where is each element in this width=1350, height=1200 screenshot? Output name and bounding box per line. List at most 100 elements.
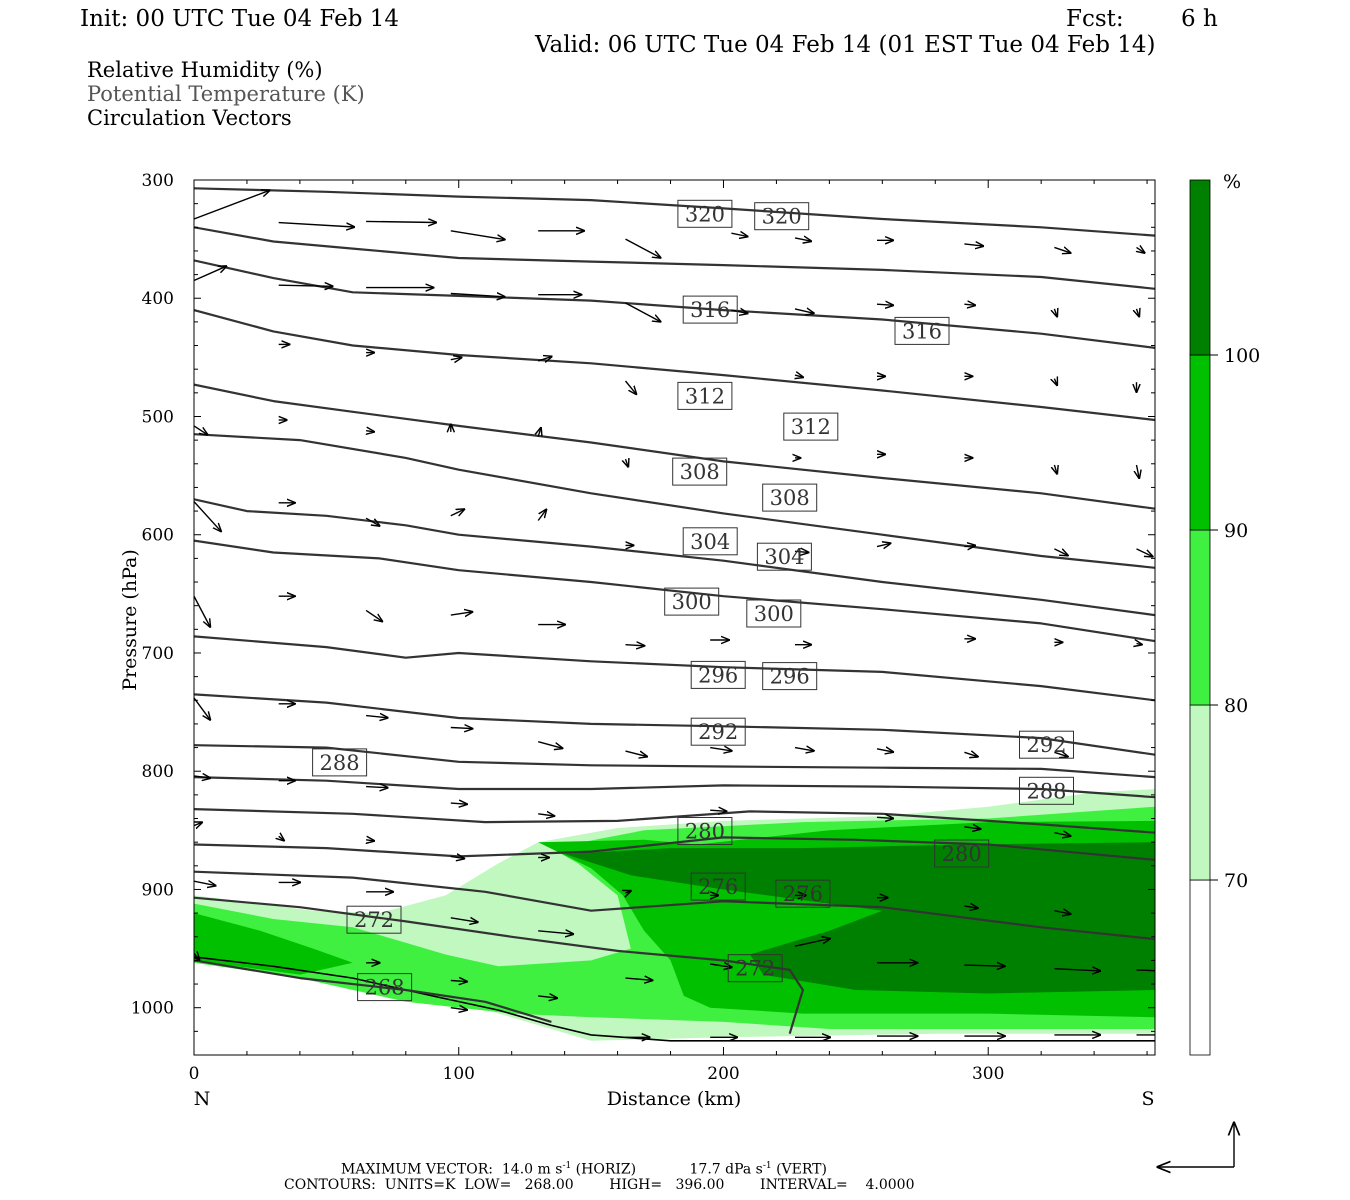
vector-arrow-88 [279,836,284,840]
theta-contour-292 [194,744,1155,779]
vector-arrow-39 [626,459,629,467]
svg-text:268: 268 [365,976,405,1000]
vector-arrow-54 [1054,549,1068,556]
max-vector-vert-exp: -1 [762,1161,772,1171]
rh-region-90-2 [194,913,353,975]
contour-label-316-2: 316 [682,295,738,324]
svg-text:320: 320 [685,202,725,226]
colorbar-segment-2 [1189,529,1211,706]
svg-text:280: 280 [685,820,725,844]
contour-label-292-15: 292 [1019,730,1074,759]
vector-arrow-36 [366,431,374,432]
vector-arrow-72 [625,750,648,757]
vector-arrow-113 [1136,969,1155,972]
x-tick-label: 0 [189,1064,200,1084]
svg-text:276: 276 [783,882,823,906]
theta-contour-316 [194,383,1155,510]
vector-arrow-32 [1054,379,1057,386]
vector-arrow-105 [450,981,467,982]
contour-label-280-18: 280 [677,817,733,845]
contour-label-308-7: 308 [762,483,818,512]
vector-arrow-69 [366,716,388,718]
svg-text:316: 316 [690,298,730,322]
vector-arrow-1 [278,221,355,227]
x-end-label-south: S [1141,1088,1154,1110]
theta-contour-284 [194,808,1155,834]
vector-arrow-56 [194,595,210,627]
vector-arrow-34 [194,425,208,435]
contour-label-272-22: 272 [346,905,402,934]
vector-arrow-101 [964,906,978,908]
vector-arrow-111 [964,965,1005,966]
vector-arrow-19 [794,309,814,313]
contour-label-316-3: 316 [894,316,950,345]
theta-contour-288 [194,776,1155,799]
vector-arrow-9 [964,244,983,246]
contour-label-276-21: 276 [775,879,831,908]
vector-arrow-12 [194,266,226,282]
forecast-label: Fcst: [1066,6,1124,32]
colorbar-unit: % [1223,171,1241,193]
theta-contour-272 [194,896,805,1035]
rh-region-100-4 [564,842,1155,994]
colorbar: 70 80 90 100 [1189,179,1260,1056]
contour-label-320-0: 320 [677,199,733,228]
svg-text:308: 308 [770,486,810,510]
max-vector-label: MAXIMUM VECTOR: [341,1161,493,1178]
vector-arrow-26 [450,358,462,360]
vector-arrow-43 [1054,464,1057,474]
vector-arrow-59 [450,612,473,615]
x-axis-title: Distance (km) [607,1088,742,1110]
vector-arrow-3 [450,230,505,240]
vector-arrow-102 [1054,911,1070,914]
contour-label-312-5: 312 [783,412,839,441]
colorbar-segment-3 [1189,354,1211,531]
vector-arrow-44 [1137,464,1140,478]
vector-arrow-75 [876,749,893,752]
svg-text:292: 292 [1026,733,1066,757]
vector-arrow-106 [538,996,557,998]
vector-arrow-89 [366,840,374,841]
vector-arrow-47 [365,517,380,526]
circulation-vectors [194,190,1155,1037]
vector-arrow-17 [625,302,661,322]
vector-arrow-61 [625,645,645,646]
svg-text:304: 304 [764,545,804,569]
vector-arrow-11 [1137,247,1145,253]
max-vector-vert-unit: (VERT) [776,1161,827,1178]
vector-arrow-77 [1054,752,1068,756]
svg-text:272: 272 [354,908,394,932]
valid-time: Valid: 06 UTC Tue 04 Feb 14 (01 EST Tue … [535,32,1156,58]
vector-arrow-67 [194,697,210,720]
vector-arrow-74 [794,748,814,751]
colorbar-level-label: 100 [1224,345,1260,367]
vector-arrow-18 [731,310,747,313]
vector-arrow-81 [450,803,467,804]
contour-label-296-12: 296 [690,660,746,689]
svg-text:308: 308 [680,460,720,484]
vector-arrow-66 [1137,644,1142,645]
contour-labels: 320 320 316 316 312 312 308 308 304 304 300 300 296 2… [312,199,1074,1002]
x-tick-label: 200 [707,1064,739,1084]
y-tick-label: 500 [142,407,174,427]
svg-text:280: 280 [942,842,982,866]
svg-text:300: 300 [672,590,712,614]
contour-label-320-1: 320 [754,202,810,231]
vector-arrow-23 [1137,309,1140,317]
contour-info: CONTOURS: UNITS=K LOW= 268.00 HIGH= 396.… [284,1177,915,1193]
vector-arrow-103 [194,953,199,960]
contour-label-276-20: 276 [690,872,746,901]
vector-arrow-83 [710,810,726,811]
field-rh-title: Relative Humidity (%) [87,58,323,82]
vector-arrow-95 [450,918,478,922]
vector-arrow-73 [710,748,732,751]
contour-label-292-14: 292 [690,717,746,746]
contour-label-312-4: 312 [677,381,733,410]
theta-contour-328 [194,226,1155,290]
theta-contour-280 [194,836,1155,861]
max-vector-horiz-exp: -1 [562,1161,572,1171]
y-tick-label: 400 [142,289,174,309]
reference-vector-icon [1158,1123,1234,1167]
contour-label-300-11: 300 [746,599,802,628]
